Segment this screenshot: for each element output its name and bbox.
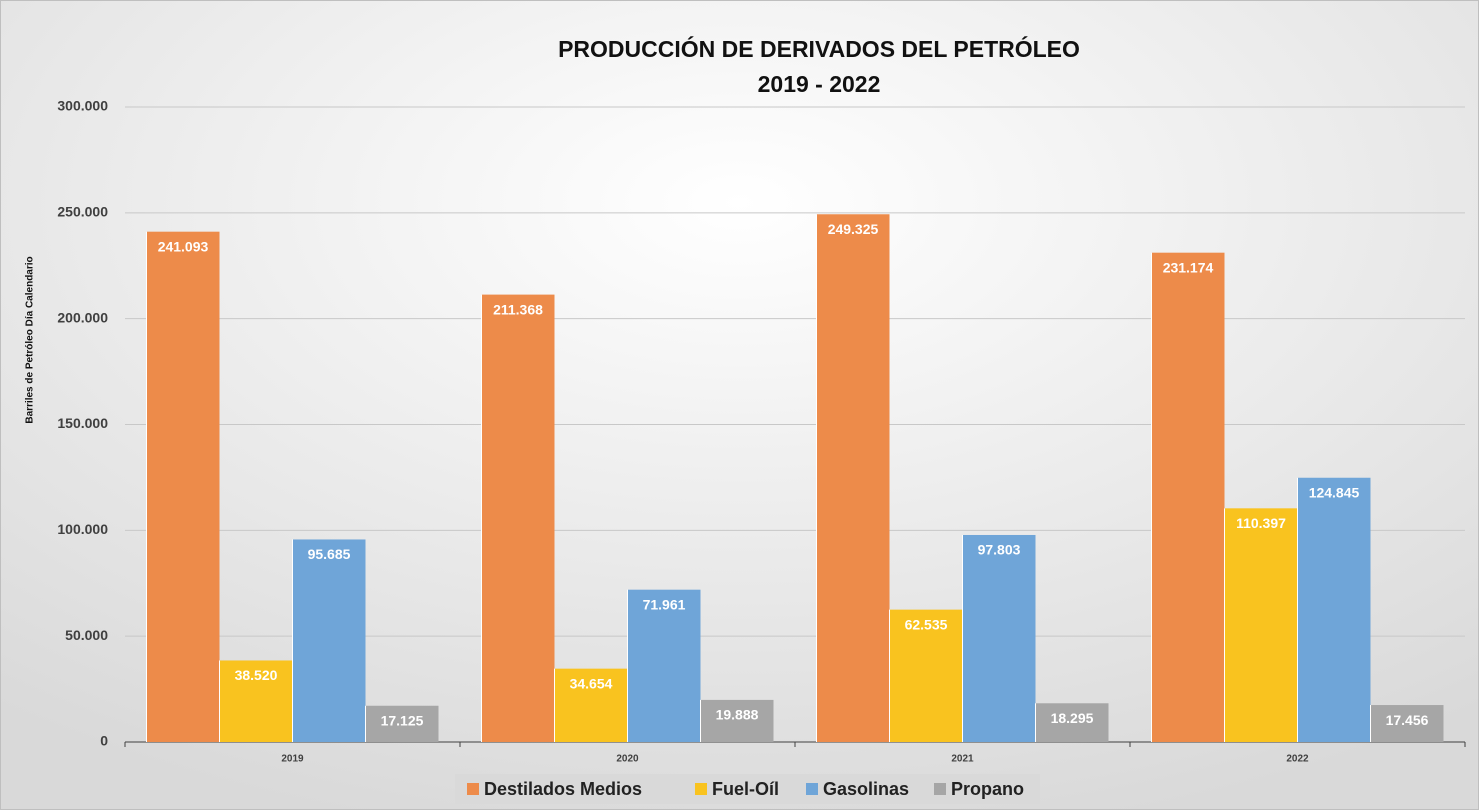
bar: [700, 699, 774, 742]
data-label: 38.520: [235, 667, 278, 683]
x-tick-label: 2021: [951, 754, 974, 765]
legend-label: Fuel-Oíl: [712, 779, 779, 799]
data-label: 19.888: [716, 707, 759, 723]
data-label: 17.456: [1386, 712, 1429, 728]
bar: [962, 534, 1036, 742]
data-label: 124.845: [1309, 484, 1360, 500]
bar: [481, 294, 555, 742]
bar: [889, 609, 963, 742]
y-tick-label: 200.000: [57, 309, 108, 325]
legend-swatch: [695, 783, 707, 795]
bar: [146, 231, 220, 743]
y-tick-label: 100.000: [57, 521, 108, 537]
x-tick-label: 2020: [616, 754, 639, 765]
bar: [554, 668, 628, 742]
data-label: 62.535: [905, 616, 948, 632]
y-tick-label: 250.000: [57, 204, 108, 220]
data-label: 231.174: [1163, 259, 1214, 275]
y-tick-label: 150.000: [57, 415, 108, 431]
bar: [365, 705, 439, 742]
y-tick-label: 300.000: [57, 98, 108, 114]
bar: [1151, 252, 1225, 742]
chart-title: PRODUCCIÓN DE DERIVADOS DEL PETRÓLEO: [558, 35, 1080, 62]
bar: [1370, 705, 1444, 742]
y-tick-label: 50.000: [65, 627, 108, 643]
x-tick-label: 2019: [281, 754, 304, 765]
bar: [1224, 508, 1298, 742]
data-label: 34.654: [570, 675, 613, 691]
bar: [816, 214, 890, 742]
data-label: 95.685: [308, 546, 351, 562]
legend-swatch: [806, 783, 818, 795]
data-label: 110.397: [1236, 515, 1286, 531]
bar: [1297, 477, 1371, 742]
y-axis-label: Barriles de Petróleo Día Calendario: [25, 256, 36, 423]
legend-swatch: [467, 783, 479, 795]
data-label: 211.368: [493, 301, 543, 317]
legend-label: Propano: [951, 779, 1024, 799]
legend-swatch: [934, 783, 946, 795]
legend-label: Gasolinas: [823, 779, 909, 799]
bar: [1035, 703, 1109, 742]
y-tick-label: 0: [100, 733, 108, 749]
data-label: 71.961: [643, 596, 686, 612]
data-label: 249.325: [828, 221, 879, 237]
legend-label: Destilados Medios: [484, 779, 642, 799]
data-label: 18.295: [1051, 710, 1094, 726]
chart-subtitle: 2019 - 2022: [758, 71, 881, 97]
bar: [292, 539, 366, 742]
data-label: 97.803: [978, 542, 1021, 558]
bar: [219, 660, 293, 742]
data-label: 241.093: [158, 238, 209, 254]
bar: [627, 589, 701, 742]
x-tick-label: 2022: [1286, 754, 1309, 765]
data-label: 17.125: [381, 712, 424, 728]
